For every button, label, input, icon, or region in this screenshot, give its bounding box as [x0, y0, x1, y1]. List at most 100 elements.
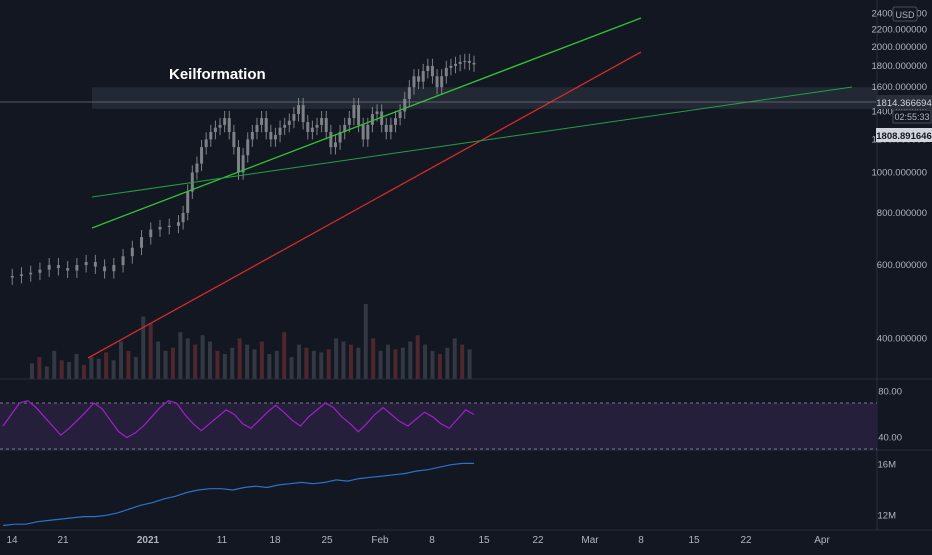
time-tick-label: 14: [6, 535, 18, 546]
lower-channel-line[interactable]: [87, 51, 642, 359]
time-tick-label: 8: [638, 535, 644, 546]
candle-body: [301, 105, 305, 123]
volume-bar: [430, 350, 435, 379]
candle-body: [218, 124, 222, 128]
rsi-pane[interactable]: [0, 400, 877, 450]
volume-bar: [208, 341, 212, 379]
volume-bar: [230, 347, 235, 379]
candle-body: [394, 118, 397, 125]
candle-body: [130, 247, 134, 257]
volume-bar: [371, 338, 376, 379]
candle-body: [403, 98, 407, 112]
currency-label: USD: [895, 10, 915, 20]
volume-bar: [408, 341, 413, 379]
time-tick-label: 25: [321, 535, 333, 546]
candle-body: [227, 118, 231, 132]
obv-pane[interactable]: [2, 462, 474, 527]
candle-body: [149, 229, 153, 238]
volume-bar: [311, 350, 316, 379]
countdown-box: [892, 109, 932, 124]
candle-body: [287, 120, 291, 125]
volume-bar: [52, 350, 57, 379]
obv-axis[interactable]: 16M 12M: [878, 460, 897, 522]
volume-bar: [400, 347, 405, 379]
volume-bar: [467, 349, 472, 379]
candle-body: [380, 111, 384, 125]
price-tick-label: 1600.000000: [872, 82, 927, 93]
time-tick-label: Mar: [581, 535, 599, 546]
time-tick-label: 15: [478, 535, 490, 546]
line-value-box: [876, 128, 932, 142]
volume-bar: [119, 341, 123, 379]
volume-bar: [460, 344, 465, 379]
rsi-axis[interactable]: 80.00 40.00: [878, 387, 902, 444]
candle-body: [195, 163, 199, 173]
volume-bar: [326, 349, 331, 379]
volume-bar: [297, 344, 301, 379]
volume-bar: [393, 349, 398, 379]
candle-body: [66, 268, 70, 271]
volume-bar: [386, 344, 390, 379]
candle-body: [237, 147, 240, 173]
volume-bar: [126, 350, 131, 379]
candle-body: [324, 118, 328, 132]
candle-body: [417, 76, 421, 82]
volume-bar: [334, 338, 339, 379]
volume-bar: [133, 357, 138, 379]
candle-body: [112, 265, 116, 272]
volume-bar: [259, 341, 264, 379]
price-tick-label: 800.000000: [877, 208, 927, 219]
candle-body: [255, 124, 259, 132]
candle-body: [75, 265, 79, 271]
candle-body: [158, 227, 162, 230]
candle-body: [472, 62, 476, 65]
rsi-tick-label: 40.00: [878, 433, 902, 444]
price-tick-label: 400.000000: [877, 334, 927, 345]
volume-bar: [67, 361, 72, 379]
rsi-band: [0, 403, 877, 449]
line-value-value: 1808.891646: [876, 131, 931, 142]
candle-body: [347, 118, 351, 125]
candle-body: [329, 131, 333, 148]
long-trend-line[interactable]: [91, 86, 853, 198]
volume-bar: [96, 358, 101, 379]
candle-body: [250, 131, 254, 140]
last-price-label: 1814.366694: [876, 95, 932, 109]
upper-channel-line[interactable]: [91, 17, 642, 229]
candle-body: [412, 76, 416, 88]
volume-bars: [30, 304, 472, 379]
volume-bar: [178, 332, 183, 379]
volume-bar: [363, 304, 368, 379]
candle-body: [389, 124, 393, 132]
candle-body: [186, 191, 190, 213]
volume-bar: [245, 344, 250, 379]
candle-body: [370, 114, 374, 125]
candle-body: [338, 131, 342, 143]
candle-body: [463, 60, 467, 62]
time-axis[interactable]: 14 21 2021 11 18 25 Feb 8 15 22 Mar 8 15 22 Apr: [6, 535, 830, 546]
candle-body: [38, 269, 42, 273]
candle-body: [241, 155, 245, 173]
candle-body: [264, 118, 268, 132]
candle-body: [213, 127, 217, 132]
last-price-box: [876, 95, 932, 109]
candle-body: [458, 61, 462, 64]
volume-bar: [163, 350, 168, 379]
candle-body: [407, 87, 411, 99]
candle-body: [273, 134, 277, 140]
price-tick-label: 2000.000000: [872, 42, 927, 53]
candle-body: [246, 139, 250, 156]
candle-body: [343, 124, 347, 132]
candle-body: [167, 225, 171, 228]
volume-bar: [378, 350, 383, 379]
currency-badge[interactable]: USD: [892, 6, 918, 22]
candle-body: [454, 63, 458, 66]
currency-badge-frame: [892, 6, 918, 22]
candle-body: [56, 265, 60, 269]
volume-bar: [452, 338, 457, 379]
price-pane[interactable]: Keilformation: [0, 17, 877, 379]
countdown-label: 02:55:33: [892, 109, 932, 124]
